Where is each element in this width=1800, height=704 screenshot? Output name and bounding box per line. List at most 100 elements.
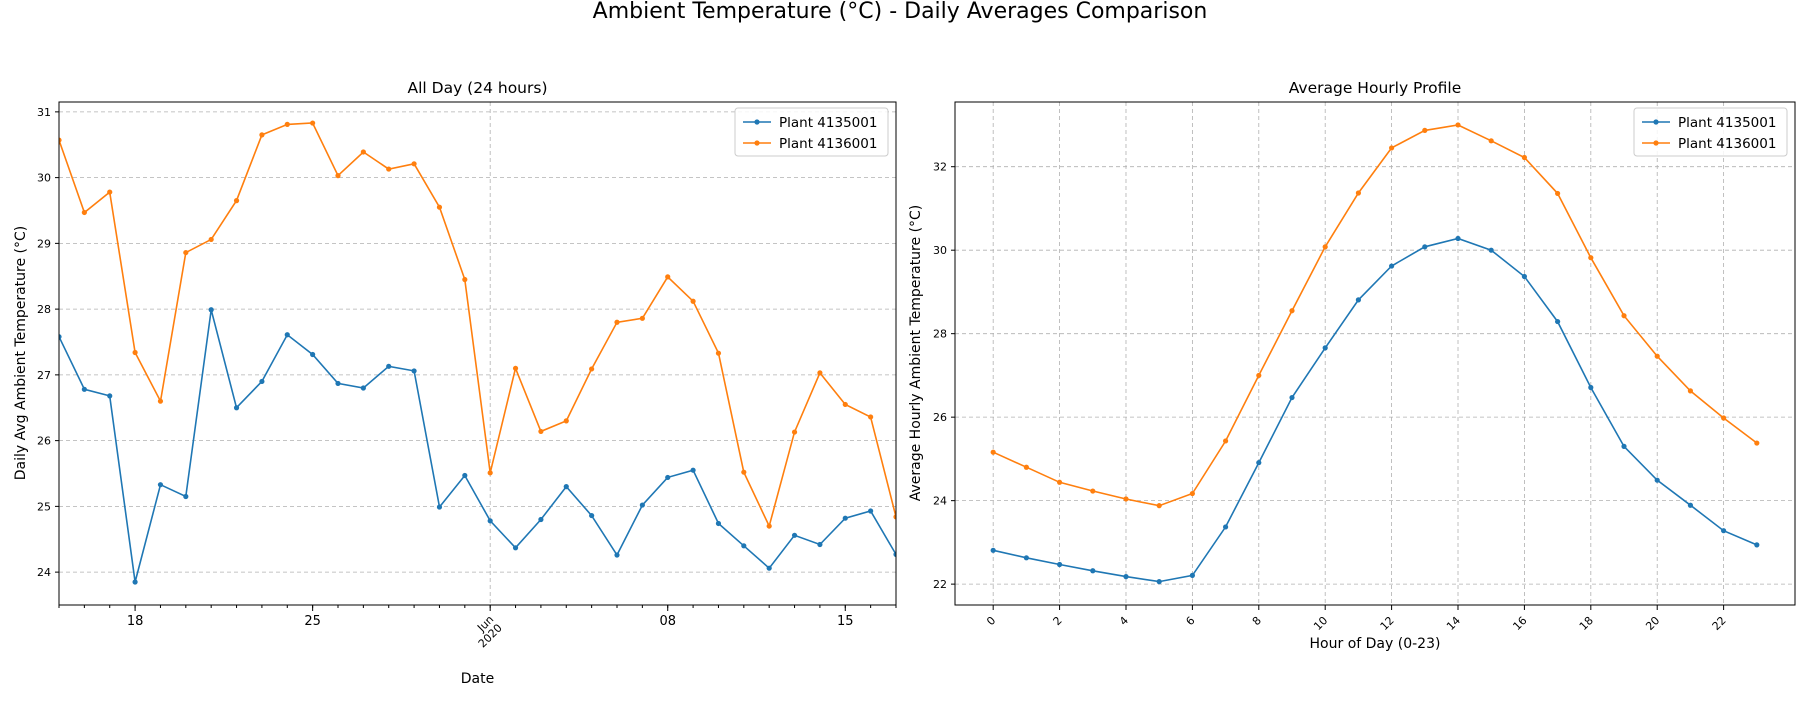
x-tick-label: 4 (1117, 614, 1131, 628)
data-point (259, 132, 265, 138)
y-tick-label: 26 (37, 435, 51, 448)
x-tick-label: 2 (1051, 614, 1065, 628)
data-point (990, 449, 996, 455)
legend-label: Plant 4135001 (1678, 115, 1776, 131)
y-tick-label: 30 (933, 244, 947, 257)
data-point (1455, 122, 1461, 128)
data-point (1721, 415, 1727, 421)
data-point (284, 332, 290, 338)
data-point (1721, 528, 1727, 534)
data-point (614, 552, 620, 558)
chart-left-axes (58, 101, 897, 606)
data-point (665, 474, 671, 481)
x-tick-label: 6 (1183, 614, 1197, 628)
chart-left-grid (59, 102, 896, 605)
data-point (1588, 384, 1594, 391)
x-tick-label: 18 (1577, 614, 1596, 633)
x-tick-label: 22 (1710, 614, 1729, 633)
data-point (157, 398, 164, 404)
data-point (1422, 127, 1428, 133)
data-point (310, 351, 316, 358)
data-point (690, 298, 696, 304)
data-point (436, 504, 443, 510)
chart-left-legend: Plant 4135001 Plant 4136001 (734, 107, 889, 157)
data-point (766, 565, 772, 571)
y-tick-label: 27 (37, 369, 51, 382)
x-tick-label: 8 (1250, 614, 1264, 628)
legend-marker (1653, 119, 1659, 125)
data-point (1588, 255, 1594, 261)
data-point (59, 334, 62, 340)
data-point (386, 166, 392, 172)
x-tick-label: 10 (1311, 614, 1330, 633)
legend-marker (1653, 140, 1659, 146)
data-point (462, 276, 468, 283)
data-point (107, 189, 113, 195)
data-point (791, 532, 798, 538)
data-point (1256, 372, 1262, 379)
data-point (107, 393, 113, 399)
data-point (766, 523, 772, 529)
chart-left-title: All Day (24 hours) (408, 79, 548, 97)
series-line-0 (59, 309, 896, 583)
y-tick-label: 26 (933, 411, 947, 424)
data-point (1156, 579, 1162, 585)
x-tick-label: 20 (1643, 614, 1662, 633)
data-point (538, 516, 544, 523)
y-tick-label: 24 (37, 566, 51, 579)
chart-right-title: Average Hourly Profile (1289, 79, 1462, 97)
x-tick-label: 08 (659, 614, 676, 629)
data-point (512, 545, 519, 551)
chart-right-x-ticks: 0 2 4 6 8 10 12 14 16 18 20 22 (984, 605, 1729, 633)
data-point (183, 493, 189, 500)
data-point (990, 547, 996, 553)
data-point (1555, 318, 1561, 325)
data-point (1123, 496, 1129, 502)
data-point (335, 173, 341, 179)
series-line-0 (993, 237, 1758, 583)
data-point (208, 236, 214, 243)
data-point (538, 428, 544, 435)
data-point (1156, 503, 1162, 509)
data-point (563, 418, 569, 424)
data-point (1389, 263, 1395, 269)
data-point (335, 380, 341, 387)
data-point (233, 405, 240, 411)
data-point (639, 315, 645, 321)
data-point (589, 512, 595, 519)
data-point (81, 386, 87, 392)
y-tick-label: 22 (933, 578, 947, 591)
y-tick-label: 24 (933, 495, 947, 508)
data-point (411, 161, 417, 167)
data-point (1621, 313, 1627, 319)
data-point (1289, 394, 1295, 401)
data-point (462, 472, 468, 479)
data-point (1189, 490, 1195, 497)
x-tick-label: 16 (1510, 614, 1529, 633)
data-point (487, 470, 493, 476)
y-tick-label: 30 (37, 172, 51, 185)
x-tick-label: 12 (1378, 614, 1397, 633)
data-point (868, 414, 874, 420)
data-point (614, 319, 620, 325)
data-point (81, 209, 87, 216)
legend-label: Plant 4136001 (779, 136, 877, 152)
chart-left-series (59, 120, 896, 585)
chart-right-axes (954, 101, 1796, 606)
x-tick-label: 0 (984, 614, 998, 628)
data-point (411, 368, 417, 374)
data-point (1355, 297, 1361, 303)
data-point (1256, 460, 1262, 466)
chart-right-y-ticks: 22 24 26 28 30 32 (933, 161, 955, 591)
data-point (1389, 145, 1395, 151)
data-point (1687, 502, 1694, 508)
data-point (639, 502, 645, 508)
data-point (1222, 438, 1229, 444)
data-point (487, 518, 493, 524)
data-point (1056, 479, 1063, 485)
data-point (665, 274, 671, 280)
y-tick-label: 29 (37, 237, 51, 250)
data-point (1023, 555, 1029, 561)
data-point (893, 514, 896, 520)
